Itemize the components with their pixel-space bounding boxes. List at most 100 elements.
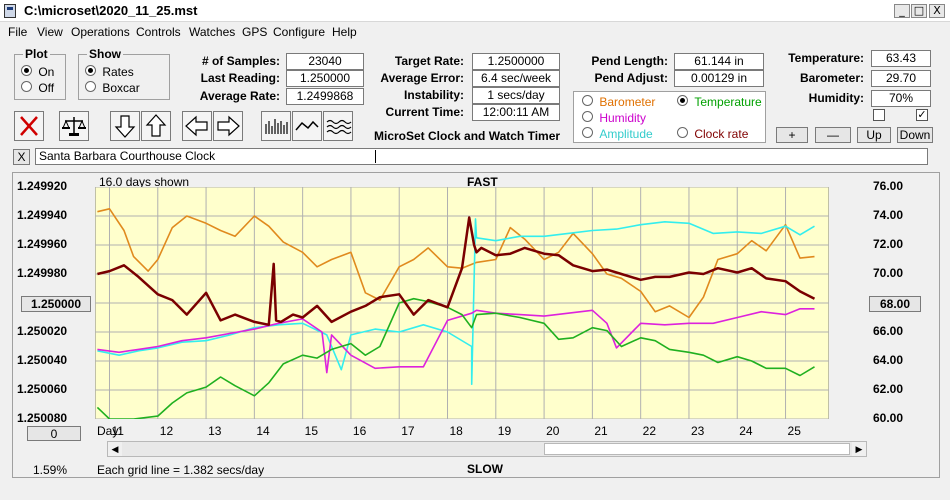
channel-humidity-option[interactable]: Humidity [582,111,646,125]
menu-gps[interactable]: GPS [242,25,268,39]
x-tick-label: 15 [304,424,318,438]
scroll-thumb[interactable] [544,443,850,455]
left-tick-label: 1.249940 [17,208,68,222]
stop-button[interactable] [14,111,44,141]
close-window-button[interactable]: X [929,4,945,18]
show-rates-option[interactable]: Rates [85,65,134,79]
horizontal-scrollbar[interactable]: ◀ ▶ [107,441,867,457]
menu-view[interactable]: View [37,25,63,39]
show-boxcar-label: Boxcar [102,81,140,95]
move-right-button[interactable] [213,111,243,141]
bar-graph-icon [265,119,288,134]
plot-legend: Plot [23,47,50,61]
channel-selector: Barometer Temperature Humidity Amplitude… [573,91,766,143]
menu-configure[interactable]: Configure [273,25,326,39]
target-rate-field[interactable]: 1.2500000 [472,53,560,70]
show-boxcar-radio[interactable] [85,81,96,92]
checkbox-2[interactable]: ✓ [916,108,928,121]
channel-amplitude-radio[interactable] [582,127,593,138]
x-tick-label: 17 [401,424,415,438]
zero-button[interactable]: 0 [27,426,81,441]
arrow-left-icon [185,115,208,137]
show-boxcar-option[interactable]: Boxcar [85,81,140,95]
pend-adjust-label: Pend Adjust: [594,71,668,85]
channel-amplitude-option[interactable]: Amplitude [582,127,653,141]
wave-view-button[interactable] [323,111,353,141]
rate-chart[interactable] [95,187,829,419]
plus-button[interactable]: + [776,127,808,143]
show-rates-radio[interactable] [85,65,96,76]
minus-button[interactable]: — [815,127,851,143]
note-text: Santa Barbara Courthouse Clock [39,149,216,163]
channel-barometer-option[interactable]: Barometer [582,95,655,109]
scroll-left-icon[interactable]: ◀ [108,442,122,456]
channel-temperature-option[interactable]: Temperature [677,95,762,109]
humidity-field[interactable]: 70% [871,90,931,107]
channel-temperature-label: Temperature [694,95,762,109]
temperature-field[interactable]: 63.43 [871,50,931,67]
left-tick-label: 1.249980 [17,266,68,280]
arrow-down-icon [114,115,136,138]
balance-button[interactable] [59,111,89,141]
left-tick-label: 1.250060 [17,382,68,396]
average-error-field[interactable]: 6.4 sec/week [472,70,560,87]
x-tick-label: 20 [546,424,560,438]
x-tick-label: 11 [111,424,124,438]
average-error-label: Average Error: [380,71,464,85]
menu-controls[interactable]: Controls [136,25,181,39]
menu-help[interactable]: Help [332,25,357,39]
show-rates-label: Rates [102,65,134,79]
menu-bar: File View Operations Controls Watches GP… [0,22,950,42]
channel-clockrate-option[interactable]: Clock rate [677,127,748,141]
channel-clockrate-radio[interactable] [677,127,688,138]
scroll-right-icon[interactable]: ▶ [852,442,866,456]
move-left-button[interactable] [182,111,212,141]
samples-field[interactable]: 23040 [286,53,364,70]
instability-field[interactable]: 1 secs/day [472,87,560,104]
average-rate-field[interactable]: 1.2499868 [286,88,364,105]
channel-humidity-radio[interactable] [582,111,593,122]
line-view-button[interactable] [292,111,322,141]
right-tick-label: 66.00 [873,324,904,338]
last-reading-field[interactable]: 1.250000 [286,70,364,87]
samples-label: # of Samples: [201,54,280,68]
up-button[interactable]: Up [857,127,891,143]
menu-operations[interactable]: Operations [71,25,130,39]
barometer-field[interactable]: 29.70 [871,70,931,87]
text-cursor [375,150,376,163]
note-input[interactable]: Santa Barbara Courthouse Clock [35,148,928,165]
maximize-button[interactable]: □ [911,4,927,18]
pend-adjust-field[interactable]: 0.00129 in [674,70,764,87]
bar-view-button[interactable] [261,111,291,141]
minimize-button[interactable]: _ [894,4,910,18]
plot-on-radio[interactable] [21,65,32,76]
checkbox-1[interactable] [873,109,885,121]
x-tick-label: 13 [208,424,222,438]
clear-note-button[interactable]: X [13,149,30,165]
channel-amplitude-label: Amplitude [599,127,653,141]
right-tick-label: 72.00 [873,237,904,251]
move-up-button[interactable] [141,111,171,141]
plot-off-option[interactable]: Off [21,81,54,95]
pend-length-field[interactable]: 61.144 in [674,53,764,70]
menu-file[interactable]: File [8,25,28,39]
channel-temperature-radio[interactable] [677,95,688,106]
left-tick-label: 1.250040 [17,353,68,367]
left-center-button[interactable]: 1.250000 [21,296,91,312]
right-tick-label: 64.00 [873,353,904,367]
plot-on-option[interactable]: On [21,65,54,79]
right-tick-label: 62.00 [873,382,904,396]
x-tick-label: 14 [256,424,270,438]
series-line-amplitude [97,218,815,385]
move-down-button[interactable] [110,111,140,141]
left-tick-label: 1.250020 [17,324,68,338]
x-tick-label: 18 [449,424,463,438]
right-center-button[interactable]: 68.00 [869,296,921,312]
down-button[interactable]: Down [897,127,933,143]
right-tick-label: 60.00 [873,411,904,425]
left-tick-label: 1.249960 [17,237,68,251]
channel-barometer-radio[interactable] [582,95,593,106]
plot-off-radio[interactable] [21,81,32,92]
current-time-field[interactable]: 12:00:11 AM [472,104,560,121]
menu-watches[interactable]: Watches [189,25,236,39]
